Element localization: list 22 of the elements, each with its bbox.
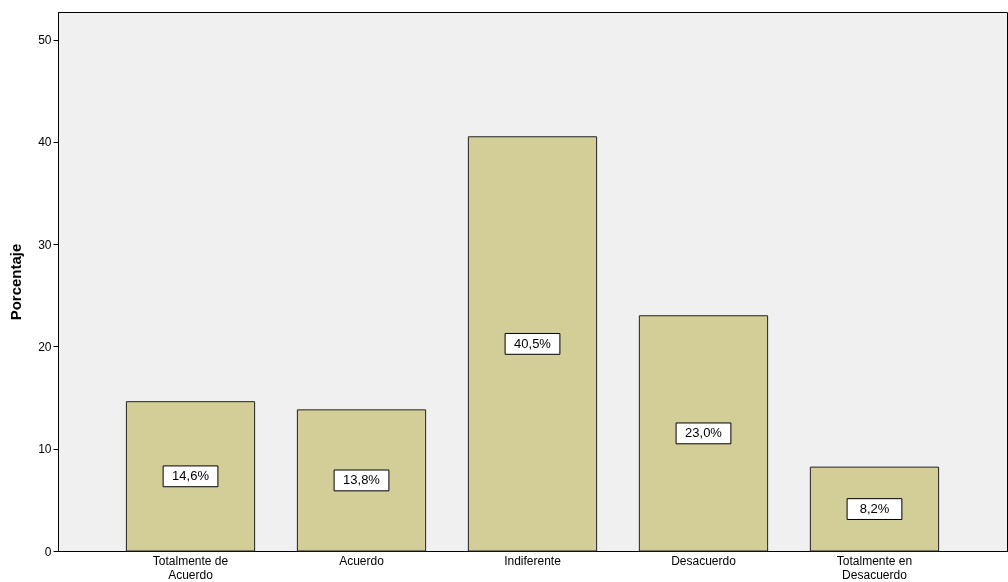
bar bbox=[467, 136, 598, 552]
y-tick-label: 20 bbox=[38, 339, 52, 354]
y-axis-title: Porcentaje bbox=[7, 243, 25, 321]
y-tick-label: 40 bbox=[38, 135, 52, 150]
data-label: 40,5% bbox=[514, 335, 552, 351]
bar bbox=[809, 466, 940, 552]
y-tick-label: 10 bbox=[38, 442, 52, 457]
x-tick-label: Acuerdo bbox=[339, 553, 385, 568]
data-label: 13,8% bbox=[343, 472, 381, 488]
bar bbox=[296, 409, 427, 552]
bar bbox=[125, 401, 256, 552]
x-tick-label: Totalmente de Acuerdo bbox=[152, 553, 229, 582]
data-label: 14,6% bbox=[172, 468, 210, 484]
x-tick-label: Desacuerdo bbox=[671, 553, 737, 568]
bar bbox=[638, 315, 769, 552]
data-label: 23,0% bbox=[685, 425, 723, 441]
data-label: 8,2% bbox=[859, 501, 890, 517]
y-tick-label: 0 bbox=[44, 544, 52, 559]
x-tick-label: Totalmente en Desacuerdo bbox=[836, 553, 913, 582]
y-tick-label: 30 bbox=[38, 237, 52, 252]
x-tick-label: Indiferente bbox=[504, 553, 562, 568]
y-tick-label: 50 bbox=[38, 33, 52, 48]
